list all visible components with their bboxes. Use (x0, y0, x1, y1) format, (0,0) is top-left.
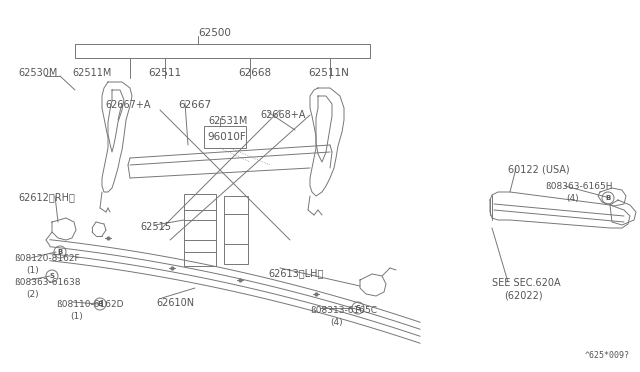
Text: ß08110-6162D: ß08110-6162D (56, 300, 124, 309)
Text: 62511M: 62511M (72, 68, 111, 78)
Text: 96010F: 96010F (207, 132, 246, 142)
Text: 62668: 62668 (238, 68, 271, 78)
Text: 62530M: 62530M (18, 68, 58, 78)
Text: (1): (1) (26, 266, 39, 275)
Bar (224, 196, 248, 264)
Text: ^625*009?: ^625*009? (585, 351, 630, 360)
Text: 62500: 62500 (198, 28, 231, 38)
Text: (1): (1) (70, 312, 83, 321)
Text: S: S (49, 273, 54, 279)
Text: S: S (355, 305, 360, 311)
Text: 62531M: 62531M (208, 116, 248, 126)
Text: 62667+A: 62667+A (105, 100, 150, 110)
Text: SEE SEC.620A: SEE SEC.620A (492, 278, 561, 288)
Text: (4): (4) (330, 318, 342, 327)
Text: ß08363-61638: ß08363-61638 (14, 278, 81, 287)
Text: 62668+A: 62668+A (260, 110, 305, 120)
Text: 62613〈LH〉: 62613〈LH〉 (268, 268, 323, 278)
Text: 62511N: 62511N (308, 68, 349, 78)
Text: ß08313-6165C: ß08313-6165C (310, 306, 377, 315)
Text: ß08120-8162F: ß08120-8162F (14, 254, 79, 263)
Bar (204, 126, 246, 148)
Text: ß08363-6165H: ß08363-6165H (545, 182, 612, 191)
Text: 62667: 62667 (178, 100, 211, 110)
Text: (2): (2) (26, 290, 38, 299)
Text: (4): (4) (566, 194, 579, 203)
Text: 62515: 62515 (140, 222, 171, 232)
Text: (62022): (62022) (504, 290, 543, 300)
Text: 60122 (USA): 60122 (USA) (508, 165, 570, 175)
Text: B: B (97, 301, 102, 307)
Text: 62610N: 62610N (156, 298, 194, 308)
Text: B: B (58, 249, 63, 255)
Text: B: B (605, 195, 611, 201)
Bar (184, 194, 216, 266)
Text: 62612〈RH〉: 62612〈RH〉 (18, 192, 75, 202)
Text: 62511: 62511 (148, 68, 181, 78)
